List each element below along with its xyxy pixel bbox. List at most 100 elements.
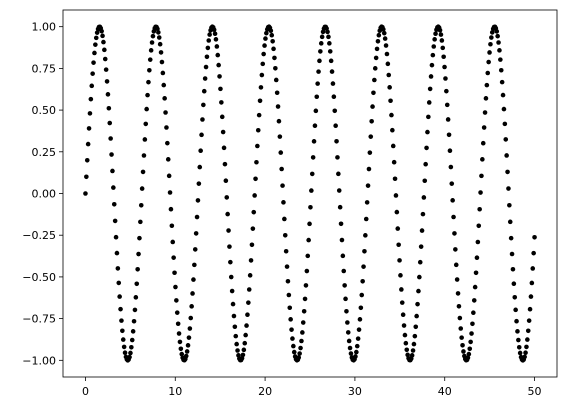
data-point bbox=[337, 204, 343, 210]
data-point bbox=[307, 221, 312, 227]
data-point bbox=[211, 27, 217, 33]
data-point bbox=[176, 331, 182, 336]
data-point bbox=[363, 216, 369, 222]
data-point bbox=[441, 54, 446, 60]
data-point bbox=[341, 268, 347, 274]
data-point bbox=[300, 320, 306, 325]
data-point bbox=[175, 321, 181, 327]
data-point bbox=[391, 159, 397, 165]
data-point bbox=[179, 351, 185, 357]
data-point bbox=[309, 171, 315, 177]
data-point bbox=[393, 193, 399, 198]
data-point bbox=[229, 288, 235, 294]
data-point bbox=[104, 79, 110, 84]
data-point bbox=[524, 344, 529, 350]
data-point bbox=[296, 355, 302, 360]
x-tick-label: 40 bbox=[438, 385, 452, 398]
data-point bbox=[240, 352, 246, 358]
data-point bbox=[111, 185, 116, 190]
data-point bbox=[253, 176, 258, 182]
data-point bbox=[134, 281, 140, 287]
data-point bbox=[128, 350, 133, 356]
data-point bbox=[343, 296, 348, 302]
data-point bbox=[226, 228, 231, 233]
y-tick-label: −0.25 bbox=[22, 229, 56, 242]
data-point bbox=[189, 304, 194, 309]
data-point bbox=[362, 249, 367, 254]
y-tick-label: −0.75 bbox=[22, 313, 56, 326]
ticks-layer: 0 10 20 30 40 50 −1.00 −0.75 −0.50 −0.25 0.00 0.25 0… bbox=[22, 21, 541, 398]
data-point bbox=[299, 338, 304, 344]
data-point bbox=[84, 174, 89, 180]
data-point bbox=[201, 102, 206, 108]
data-point bbox=[156, 35, 162, 40]
data-point bbox=[112, 218, 118, 224]
data-point bbox=[479, 173, 484, 179]
data-point bbox=[155, 26, 160, 32]
data-point bbox=[510, 266, 516, 272]
data-point bbox=[527, 306, 533, 312]
data-point bbox=[489, 30, 495, 35]
data-point bbox=[532, 234, 537, 240]
data-point bbox=[171, 255, 176, 260]
data-point bbox=[256, 112, 262, 118]
data-point bbox=[514, 318, 519, 324]
data-point bbox=[530, 266, 536, 271]
data-point bbox=[144, 106, 149, 112]
data-point bbox=[291, 349, 297, 355]
data-point bbox=[376, 32, 382, 38]
data-point bbox=[218, 86, 223, 92]
data-point bbox=[157, 41, 163, 47]
data-point bbox=[445, 117, 451, 122]
data-point bbox=[330, 81, 336, 86]
data-point bbox=[217, 74, 222, 79]
data-point bbox=[290, 336, 295, 341]
data-point bbox=[400, 312, 406, 317]
data-point bbox=[416, 288, 421, 294]
data-point bbox=[148, 48, 154, 53]
data-point bbox=[287, 305, 293, 311]
axes-frame bbox=[62, 9, 558, 378]
data-point bbox=[403, 340, 409, 346]
data-point bbox=[167, 190, 173, 195]
data-point bbox=[473, 270, 479, 276]
data-point bbox=[215, 52, 221, 58]
data-point bbox=[453, 247, 458, 252]
data-point bbox=[409, 353, 415, 358]
data-point bbox=[512, 295, 518, 300]
data-point bbox=[120, 328, 125, 334]
data-point bbox=[477, 206, 482, 212]
data-point bbox=[120, 337, 126, 342]
data-point bbox=[438, 32, 444, 37]
data-point bbox=[203, 64, 209, 70]
data-point bbox=[361, 264, 366, 269]
data-point bbox=[388, 98, 393, 104]
y-tick-label: −1.00 bbox=[22, 354, 56, 367]
data-point bbox=[159, 59, 165, 65]
y-tick-label: 0.25 bbox=[32, 146, 57, 159]
data-point bbox=[190, 291, 195, 296]
data-point bbox=[507, 219, 513, 225]
data-point bbox=[497, 48, 502, 53]
data-point bbox=[163, 110, 168, 115]
x-tick-label: 0 bbox=[82, 385, 89, 398]
data-point bbox=[138, 219, 143, 225]
data-point bbox=[136, 251, 141, 257]
data-point bbox=[523, 350, 528, 356]
data-point bbox=[225, 211, 230, 217]
data-point bbox=[129, 337, 135, 343]
data-point bbox=[389, 112, 394, 118]
data-point bbox=[227, 244, 232, 249]
data-point bbox=[387, 85, 392, 90]
data-point bbox=[499, 79, 505, 85]
data-point bbox=[197, 164, 203, 170]
data-point bbox=[110, 168, 115, 174]
data-point bbox=[318, 49, 323, 54]
data-point bbox=[303, 283, 309, 288]
data-point bbox=[247, 273, 253, 278]
data-point bbox=[482, 110, 488, 115]
data-point bbox=[250, 226, 256, 231]
data-point bbox=[276, 118, 282, 124]
data-point bbox=[489, 35, 494, 40]
data-point bbox=[289, 327, 294, 332]
